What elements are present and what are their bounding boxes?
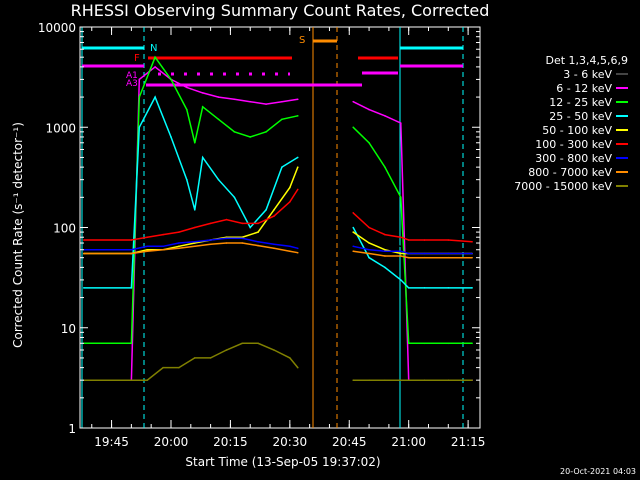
series-group (83, 242, 473, 259)
legend-label: 100 - 300 keV (535, 138, 612, 151)
series-line (344, 219, 401, 248)
x-tick-label: 20:00 (154, 435, 189, 449)
legend-label: 6 - 12 keV (556, 82, 612, 95)
legend-label: 25 - 50 keV (549, 110, 612, 123)
series-line (83, 95, 299, 289)
flag-annotation: N (150, 43, 157, 54)
y-tick-label: 1 (68, 422, 76, 436)
series-line (352, 227, 473, 289)
flag-annotation: F (134, 53, 140, 64)
flag-annotation: S (299, 35, 305, 46)
y-tick-label: 100 (53, 222, 76, 236)
series-group (130, 178, 402, 248)
y-axis: 1 10 100 1000 10000 (38, 21, 480, 436)
series-line (353, 250, 473, 259)
y-tick-label: 1000 (45, 121, 76, 135)
x-tick-label: 21:00 (391, 435, 426, 449)
x-tick-label: 19:45 (94, 435, 129, 449)
series-line (352, 126, 473, 345)
y-tick-label: 10 (61, 322, 76, 336)
legend-label: 3 - 6 keV (563, 68, 612, 81)
series-line (353, 245, 473, 255)
series-group (83, 342, 473, 381)
legend-label: 800 - 7000 keV (528, 166, 612, 179)
series-group (83, 188, 473, 243)
legend-label: 300 - 800 keV (535, 152, 612, 165)
flag-annotation: A3 (126, 79, 138, 89)
x-tick-label: 20:30 (273, 435, 308, 449)
legend-label: 50 - 100 keV (542, 124, 612, 137)
y-tick-label: 10000 (38, 21, 76, 35)
series-group (83, 95, 473, 289)
legend-title: Det 1,3,4,5,6,9 (545, 54, 628, 67)
series-line (83, 242, 298, 255)
flag-annotation: A1 (126, 71, 138, 81)
x-axis-label: Start Time (13-Sep-05 19:37:02) (185, 455, 380, 469)
series-line (352, 212, 473, 243)
series-line (131, 178, 306, 244)
series-group (83, 55, 473, 345)
series-group (83, 237, 473, 255)
series-line (83, 237, 298, 251)
series-line (83, 65, 298, 381)
series-line (83, 55, 298, 345)
x-tick-label: 20:15 (213, 435, 248, 449)
legend-label: 7000 - 15000 keV (514, 180, 612, 193)
timestamp-label: 20-Oct-2021 04:03 (560, 467, 636, 476)
legend-label: 12 - 25 keV (549, 96, 612, 109)
series-line (83, 342, 299, 381)
x-tick-label: 21:15 (451, 435, 486, 449)
x-axis: 19:45 20:00 20:15 20:30 20:45 21:00 21:15 (91, 27, 486, 449)
chart-title: RHESSI Observing Summary Count Rates, Co… (71, 1, 490, 20)
series-line (83, 188, 299, 241)
x-tick-label: 20:45 (332, 435, 367, 449)
y-axis-label: Corrected Count Rate (s⁻¹ detector⁻¹) (11, 122, 25, 348)
